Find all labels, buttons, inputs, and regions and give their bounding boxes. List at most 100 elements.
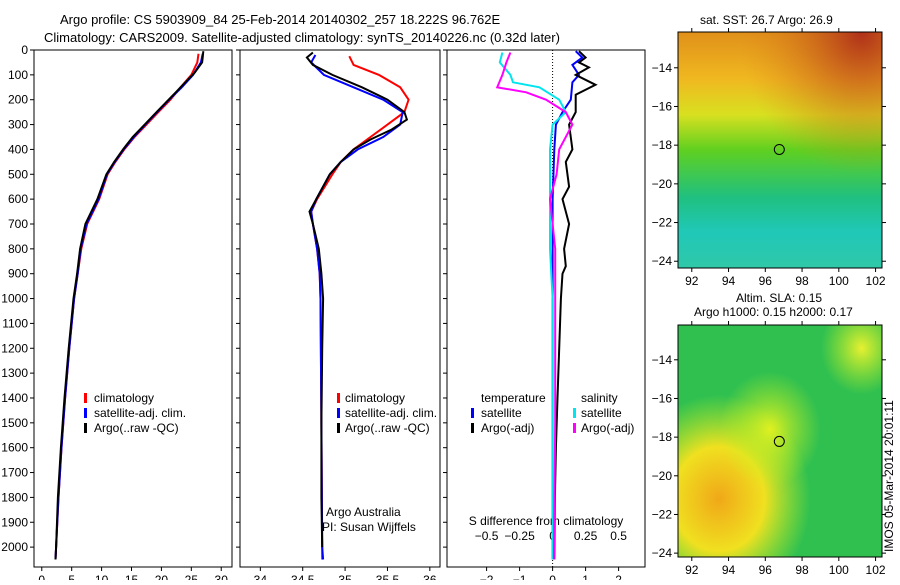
depth-tick-label: 600 xyxy=(8,192,28,206)
depth-tick-label: 1800 xyxy=(1,490,28,504)
lat-tick-label: −18 xyxy=(652,138,673,152)
lon-tick-label: 94 xyxy=(722,274,736,288)
lon-tick-label: 100 xyxy=(829,563,849,577)
depth-tick-label: 1100 xyxy=(2,316,28,330)
sst-map xyxy=(677,31,883,269)
x-tick-label: 2 xyxy=(615,573,622,580)
legend-label: climatology xyxy=(345,391,405,405)
legend-label: Argo(..raw -QC) xyxy=(94,421,179,435)
sla-map-title-1: Altim. SLA: 0.15 xyxy=(736,291,822,305)
lat-tick-label: −16 xyxy=(652,391,673,405)
lon-tick-label: 100 xyxy=(829,274,849,288)
x-tick-label: 0 xyxy=(38,573,45,580)
series-s-argo-adj- xyxy=(495,52,574,560)
lon-tick-label: 102 xyxy=(866,274,886,288)
x-tick-label: 10 xyxy=(95,573,109,580)
x-tick-label: 15 xyxy=(125,573,139,580)
x-tick-label: −2 xyxy=(480,573,494,580)
difference-legend: temperature salinity satellite Argo(-adj… xyxy=(471,391,634,435)
x-tick-label: 0 xyxy=(549,573,556,580)
x-tick-label: 5 xyxy=(68,573,75,580)
x-tick-label: 36 xyxy=(423,573,437,580)
x2-axis-label: S difference from climatology xyxy=(469,514,624,528)
difference-panel: −2−1012T difference from climatologyS di… xyxy=(443,49,646,585)
x-tick-label: 35 xyxy=(338,573,352,580)
argo-position-marker xyxy=(773,143,785,155)
imos-timestamp: IMOS 05-Mar-2014 20:01:11 xyxy=(882,400,896,552)
lon-tick-label: 96 xyxy=(759,274,773,288)
legend-swatch-climatology xyxy=(337,393,340,403)
legend-swatch-s-satellite xyxy=(573,408,576,418)
series-t-satellite xyxy=(551,50,584,560)
legend-swatch-t-argo xyxy=(471,423,474,433)
legend-label: satellite xyxy=(581,406,622,420)
lon-tick-label: 94 xyxy=(722,563,736,577)
temperature-legend: climatology satellite-adj. clim. Argo(..… xyxy=(84,391,186,435)
legend-label: satellite xyxy=(481,406,522,420)
depth-tick-label: 900 xyxy=(8,267,28,281)
legend-label: satellite-adj. clim. xyxy=(94,406,186,420)
depth-tick-label: 1900 xyxy=(1,515,28,529)
legend-label: Argo(-adj) xyxy=(581,421,634,435)
series-argo-raw-qc- xyxy=(305,51,409,548)
lat-tick-label: −22 xyxy=(652,216,673,230)
plot-frame xyxy=(239,49,441,568)
legend-swatch-climatology xyxy=(84,393,87,403)
depth-tick-label: 300 xyxy=(8,118,28,132)
lat-tick-label: −14 xyxy=(652,353,673,367)
series-satellite-adj-clim- xyxy=(54,53,204,560)
sla-map xyxy=(677,324,883,558)
x-tick-label: 1 xyxy=(582,573,589,580)
plot-frame xyxy=(33,49,233,568)
lat-tick-label: −24 xyxy=(652,546,673,560)
depth-tick-label: 1600 xyxy=(1,441,28,455)
argo-australia-label: Argo Australia xyxy=(326,505,401,519)
sst-map-title: sat. SST: 26.7 Argo: 26.9 xyxy=(700,13,833,27)
pi-label: PI: Susan Wijffels xyxy=(322,520,416,534)
legend-swatch-argo xyxy=(337,423,340,433)
depth-tick-label: 700 xyxy=(8,217,28,231)
depth-tick-label: 100 xyxy=(8,68,28,82)
temperature-panel: 0100200300400500600700800900100011001200… xyxy=(1,43,233,585)
legend-swatch-satellite xyxy=(84,408,87,418)
x-tick-label: 20 xyxy=(155,573,169,580)
depth-tick-label: 1400 xyxy=(1,391,28,405)
x2-tick-label: −0.25 xyxy=(504,529,535,543)
series-climatology xyxy=(310,55,410,560)
lon-tick-label: 96 xyxy=(759,563,773,577)
legend-header-salinity: salinity xyxy=(581,391,618,405)
x2-tick-label: 0.25 xyxy=(574,529,598,543)
sla-map-title-2: Argo h1000: 0.15 h2000: 0.17 xyxy=(694,305,853,319)
legend-header-temperature: temperature xyxy=(481,391,546,405)
depth-tick-label: 2000 xyxy=(1,540,28,554)
legend-label: climatology xyxy=(94,391,154,405)
lon-tick-label: 92 xyxy=(685,274,699,288)
x2-tick-label: −0.5 xyxy=(475,529,499,543)
x2-tick-label: 0.5 xyxy=(610,529,627,543)
legend-swatch-t-satellite xyxy=(471,408,474,418)
title-line-2: Climatology: CARS2009. Satellite-adjuste… xyxy=(44,30,560,45)
salinity-legend: climatology satellite-adj. clim. Argo(..… xyxy=(322,391,437,534)
depth-tick-label: 0 xyxy=(21,43,28,57)
lon-tick-label: 98 xyxy=(795,274,809,288)
argo-position-marker xyxy=(773,435,785,447)
lat-tick-label: −14 xyxy=(652,61,673,75)
legend-swatch-satellite xyxy=(337,408,340,418)
lat-tick-label: −24 xyxy=(652,254,673,268)
depth-tick-label: 800 xyxy=(8,242,28,256)
series-climatology xyxy=(54,53,200,560)
legend-label: satellite-adj. clim. xyxy=(345,406,437,420)
x-tick-label: 25 xyxy=(185,573,199,580)
depth-tick-label: 1500 xyxy=(1,416,28,430)
series-t-argo-adj- xyxy=(553,50,598,560)
legend-label: Argo(-adj) xyxy=(481,421,534,435)
x-tick-label: 30 xyxy=(215,573,229,580)
plot-frame xyxy=(446,49,646,568)
depth-tick-label: 400 xyxy=(8,142,28,156)
legend-label: Argo(..raw -QC) xyxy=(345,421,430,435)
x-tick-label: 35.5 xyxy=(376,573,400,580)
depth-tick-label: 1200 xyxy=(1,341,28,355)
x-tick-label: 34 xyxy=(254,573,268,580)
